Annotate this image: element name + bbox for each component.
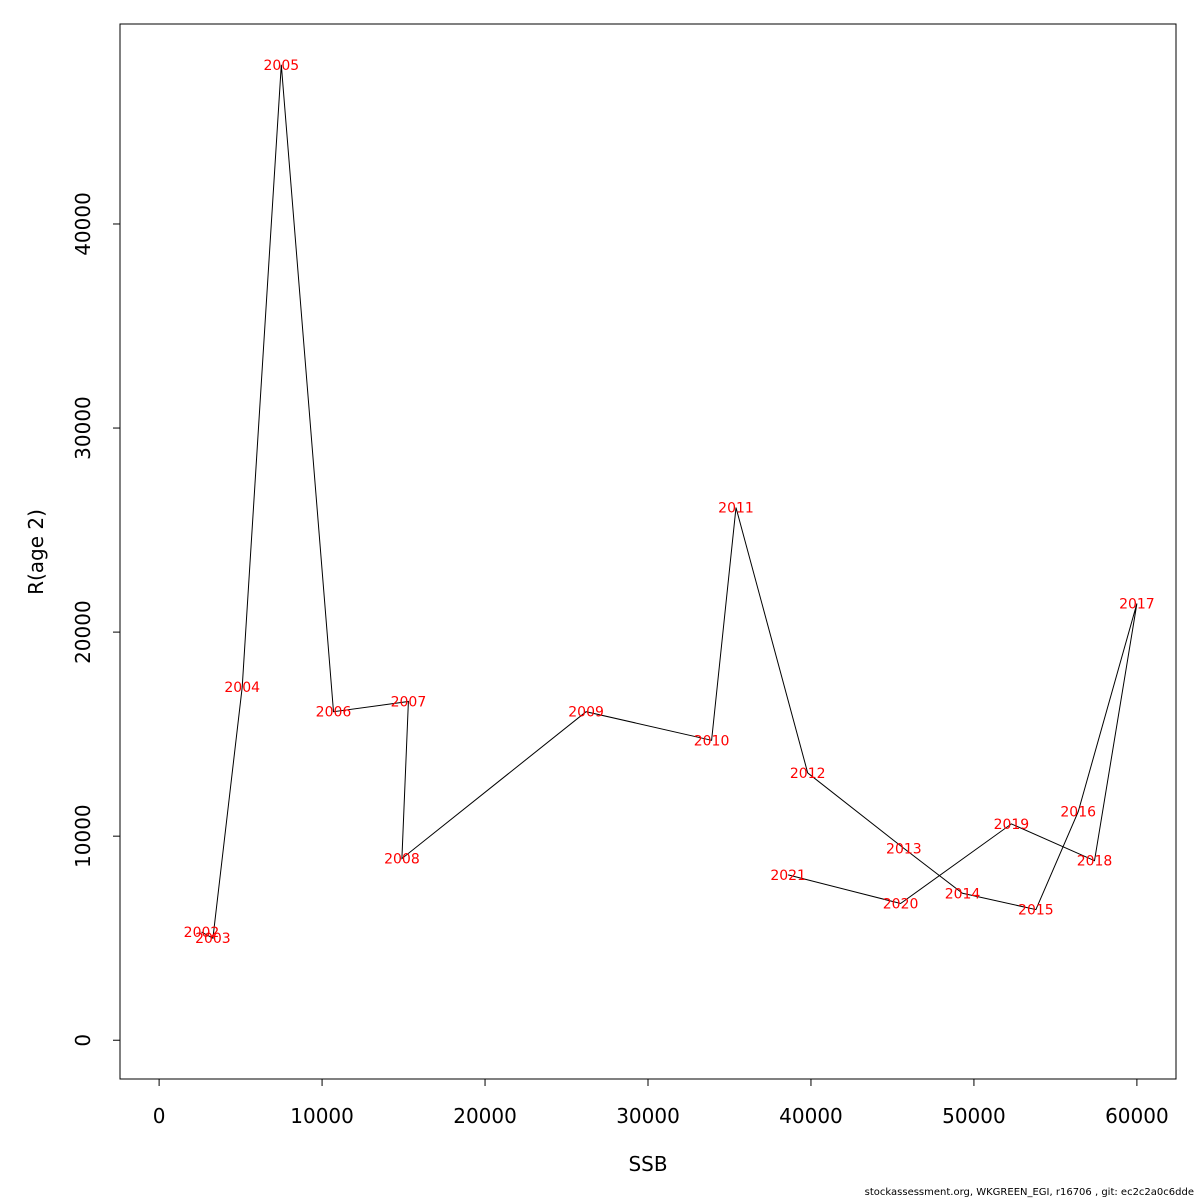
point-label-2006: 2006 xyxy=(316,705,352,721)
y-axis: 0 10000 20000 30000 40000 xyxy=(71,192,121,1047)
point-label-2008: 2008 xyxy=(384,852,420,868)
point-label-2011: 2011 xyxy=(718,501,754,517)
point-label-2020: 2020 xyxy=(883,897,919,913)
x-axis-title: SSB xyxy=(628,1152,667,1176)
point-label-2014: 2014 xyxy=(945,886,981,902)
point-label-2019: 2019 xyxy=(994,817,1030,833)
x-tick-label: 10000 xyxy=(290,1104,354,1128)
point-label-2003: 2003 xyxy=(195,931,231,947)
x-axis: 0 10000 20000 30000 40000 50000 60000 xyxy=(153,1078,1169,1128)
point-label-2007: 2007 xyxy=(391,694,427,710)
point-label-2004: 2004 xyxy=(224,680,260,696)
x-tick-label: 40000 xyxy=(779,1104,843,1128)
plot-frame xyxy=(119,23,1177,1080)
y-tick-label: 40000 xyxy=(71,192,95,256)
point-label-2010: 2010 xyxy=(694,733,730,749)
series-line xyxy=(201,64,1138,939)
x-tick-label: 50000 xyxy=(942,1104,1006,1128)
point-label-2016: 2016 xyxy=(1060,805,1096,821)
point-label-2018: 2018 xyxy=(1077,854,1113,870)
y-tick-label: 20000 xyxy=(71,600,95,664)
y-axis-title: R(age 2) xyxy=(24,509,48,595)
point-label-2009: 2009 xyxy=(568,705,604,721)
series-path xyxy=(201,64,1138,939)
y-tick-label: 10000 xyxy=(71,804,95,868)
point-label-2021: 2021 xyxy=(770,868,806,884)
point-label-2005: 2005 xyxy=(264,58,300,74)
y-tick-label: 30000 xyxy=(71,396,95,460)
point-label-2015: 2015 xyxy=(1018,903,1054,919)
point-label-2012: 2012 xyxy=(790,766,826,782)
y-tick-label: 0 xyxy=(71,1034,95,1047)
x-tick-label: 20000 xyxy=(453,1104,517,1128)
point-label-2017: 2017 xyxy=(1119,597,1155,613)
x-tick-label: 60000 xyxy=(1105,1104,1169,1128)
x-tick-label: 0 xyxy=(153,1104,166,1128)
x-tick-label: 30000 xyxy=(616,1104,680,1128)
point-label-2013: 2013 xyxy=(886,841,922,857)
footer-credit: stockassessment.org, WKGREEN_EGI, r16706… xyxy=(864,1187,1194,1198)
point-label-2002: 2002 xyxy=(184,925,220,941)
